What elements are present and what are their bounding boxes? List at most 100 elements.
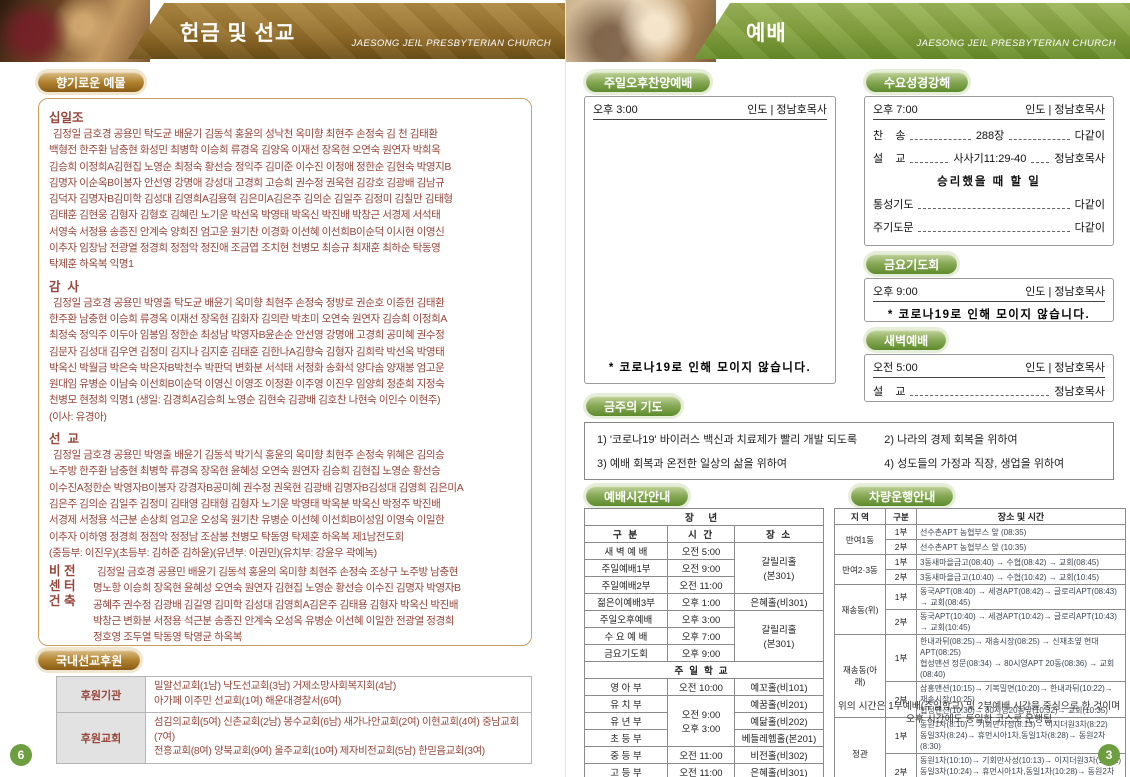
service-name: 주일오후예배 <box>584 610 668 628</box>
page-number-left: 6 <box>10 744 32 766</box>
table-row: 장 년 <box>584 508 824 526</box>
bus-run: 2부 <box>885 569 917 585</box>
bus-area: 반여1동 <box>834 524 886 555</box>
service-time: 오전 9:00 <box>667 559 735 577</box>
bus-run: 2부 <box>885 681 917 718</box>
col-header: 지 역 <box>834 508 886 525</box>
bus-area: 재송동(아래) <box>834 634 886 718</box>
service-place: 베들레헴홀(본201) <box>734 729 824 747</box>
table-row: 주일학교 <box>584 661 824 679</box>
section-adult: 장 년 <box>584 508 824 526</box>
service-time-row: 오후 9:00 인도 | 정남호목사 <box>873 283 1105 302</box>
badge-wednesday-bible: 수요성경강해 <box>866 72 969 92</box>
service-time: 오후 3:00 <box>667 610 735 628</box>
table-row: 재송동(위) 1부 동국APT(08:40) → 세경APT(08:42)→ 글… <box>834 584 1126 635</box>
sermon-row: 설 교 사사기11:29-40 정남호목사 <box>873 150 1105 166</box>
service-leader: 인도 | 정남호목사 <box>1025 286 1105 298</box>
bus-route: 3동새마을금고(08:40) → 수협(08:42) → 교회(08:45) <box>916 554 1126 570</box>
right-header-band: 예배 JAESONG JEIL PRESBYTERIAN CHURCH <box>694 3 1130 59</box>
page-title: 헌금 및 선교 <box>180 22 296 45</box>
sermon-label: 설 교 <box>873 153 906 165</box>
table-row: 젊은이예배3부 오후 1:00 은혜홀(비301) <box>584 593 824 611</box>
mission-names: 김정일 금호경 공용민 박영출 배윤기 김동석 박기식 홍윤의 옥미향 최현주 … <box>49 449 464 559</box>
table-row: 후원기관 밀알선교회(1남) 낙도선교회(3남) 거제소망사회복지회(4남) 아… <box>56 676 532 713</box>
table-row: 2부 삼홍맨션(10:15)→ 기복밀면(10:20)→ 한내과뒤(10:22)… <box>835 681 1126 718</box>
col-header: 장소 및 시간 <box>916 508 1126 525</box>
col-header: 구분 <box>885 508 917 525</box>
badge-dawn-worship: 새벽예배 <box>866 330 947 350</box>
service-time: 오후 9:00 <box>667 644 735 662</box>
bus-route: 동국APT(10:40) → 세경APT(10:42)→ 글로리APT(10:4… <box>916 609 1126 635</box>
prayer-item: 3) 예배 회복과 온전한 일상의 삶을 위하여 <box>597 458 788 470</box>
service-time: 오후 7:00 <box>873 104 918 116</box>
domestic-support-table: 후원기관 밀알선교회(1남) 낙도선교회(3남) 거제소망사회복지회(4남) 아… <box>56 676 532 764</box>
service-time: 오전 9:00 오후 3:00 <box>667 695 735 747</box>
leader-dashes <box>918 200 1070 209</box>
lords-prayer-label: 주기도문 <box>873 222 914 234</box>
bus-run: 2부 <box>885 753 917 777</box>
thanks-heading: 감 사 <box>49 279 79 294</box>
service-leader: 인도 | 정남호목사 <box>747 104 827 116</box>
right-header: 예배 JAESONG JEIL PRESBYTERIAN CHURCH <box>566 0 1130 62</box>
service-name: 주일예배1부 <box>584 559 668 577</box>
bus-run: 1부 <box>885 554 917 570</box>
service-name: 고 등 부 <box>584 763 668 777</box>
service-name: 주일예배2부 <box>584 576 668 594</box>
prayer-item: 1) '코로나19' 바이러스 백신과 치료제가 빨리 개발 되도록 <box>597 434 858 446</box>
bus-run: 1부 <box>885 524 917 540</box>
table-row: 정관 1부 동원1차(8:10)→ 기회만사성(8:13)→ 이지더원3차(8:… <box>834 717 1126 777</box>
header-photo-praying-hands <box>566 0 716 62</box>
sermon-title: 승리했을 때 할 일 <box>937 176 1041 188</box>
support-church-label: 후원교회 <box>56 712 146 764</box>
leader-dashes <box>910 131 971 140</box>
lords-prayer-by: 다같이 <box>1074 222 1105 234</box>
service-place: 갈릴리홀 (본301) <box>734 610 824 662</box>
page-title: 예배 <box>746 22 787 45</box>
covid-notice: * 코로나19로 인해 모이지 않습니다. <box>608 362 812 374</box>
united-prayer-label: 통성기도 <box>873 199 914 211</box>
table-row: 유 년 부 예닮홀(비202) <box>584 712 824 730</box>
bus-run: 1부 <box>885 584 917 610</box>
wednesday-box: 오후 7:00 인도 | 정남호목사 찬 송 288장 다같이 설 교 사사기1… <box>864 96 1114 246</box>
table-row: 영 아 부 오전 10:00 예꼬홀(비101) <box>584 678 824 696</box>
table-row: 2부 동원1차(10:10)→ 기회만사성(10:13)→ 이지더원3차(10:… <box>835 753 1126 777</box>
service-time: 오후 1:00 <box>667 593 735 611</box>
church-name: JAESONG JEIL PRESBYTERIAN CHURCH <box>916 38 1116 49</box>
table-row: 중 등 부 오전 11:00 비전홀(비302) <box>584 746 824 764</box>
table-row: 재송동(아래) 1부 한내과뒤(08:25)→ 재송시장(08:25) → 신재… <box>834 634 1126 718</box>
service-place: 예꿈홀(비201) <box>734 695 824 713</box>
badge-weekly-prayer: 금주의 기도 <box>586 396 681 416</box>
col-header: 구 분 <box>584 525 668 543</box>
service-time: 오전 10:00 <box>667 678 735 696</box>
offerings-box: 십일조 김정일 금호경 공용민 탁도균 배윤기 김동석 홍윤의 성낙천 옥미향 … <box>38 98 532 646</box>
bus-route: 선수촌APT 농협부스 앞 (08:35) <box>916 524 1126 540</box>
prayer-item: 4) 성도들의 가정과 직장, 생업을 위하여 <box>884 458 1065 470</box>
table-row: 고 등 부 오전 11:00 은혜홀(비301) <box>584 763 824 777</box>
service-place: 예닮홀(비202) <box>734 712 824 730</box>
bus-route: 한내과뒤(08:25)→ 재송시장(08:25) → 신재초옆 현대APT(08… <box>916 634 1126 682</box>
service-time: 오전 5:00 <box>667 542 735 560</box>
service-name: 유 년 부 <box>584 712 668 730</box>
page-number-right: 3 <box>1098 744 1120 766</box>
service-place: 비전홀(비302) <box>734 746 824 764</box>
col-header: 장 소 <box>734 525 824 543</box>
table-row: 후원교회 섬김의교회(5여) 신촌교회(2남) 봉수교회(6남) 새가나안교회(… <box>56 712 532 764</box>
service-time: 오전 11:00 <box>667 746 735 764</box>
united-prayer-by: 다같이 <box>1074 199 1105 211</box>
service-name: 젊은이예배3부 <box>584 593 668 611</box>
bus-route: 동원1차(8:10)→ 기회만사성(8:13)→ 이지더원3차(8:22) 동일… <box>916 717 1126 754</box>
service-time-row: 오후 7:00 인도 | 정남호목사 <box>873 101 1105 120</box>
dawn-box: 오전 5:00 인도 | 정남호목사 설 교 정남호목사 <box>864 354 1114 402</box>
support-org-label: 후원기관 <box>56 676 146 713</box>
service-time: 오전 11:00 <box>667 576 735 594</box>
sermon-label: 설 교 <box>873 386 906 398</box>
bus-note: 위의 시간은 1부예배(주일학교) 및 2부예배 시간을 중심으로 한 것이며 … <box>837 701 1121 725</box>
vision-center-heading: 비 전 센 터 건 축 <box>49 564 76 609</box>
leader-dashes <box>1009 131 1070 140</box>
table-row: 반여2·3동 1부 3동새마을금고(08:40) → 수협(08:42) → 교… <box>834 554 1126 585</box>
tithe-heading: 십일조 <box>49 111 84 125</box>
badge-friday-prayer: 금요기도회 <box>866 254 958 274</box>
sermon-by: 정남호목사 <box>1054 386 1105 398</box>
badge-fragrant-offerings: 향기로운 예물 <box>38 72 144 92</box>
